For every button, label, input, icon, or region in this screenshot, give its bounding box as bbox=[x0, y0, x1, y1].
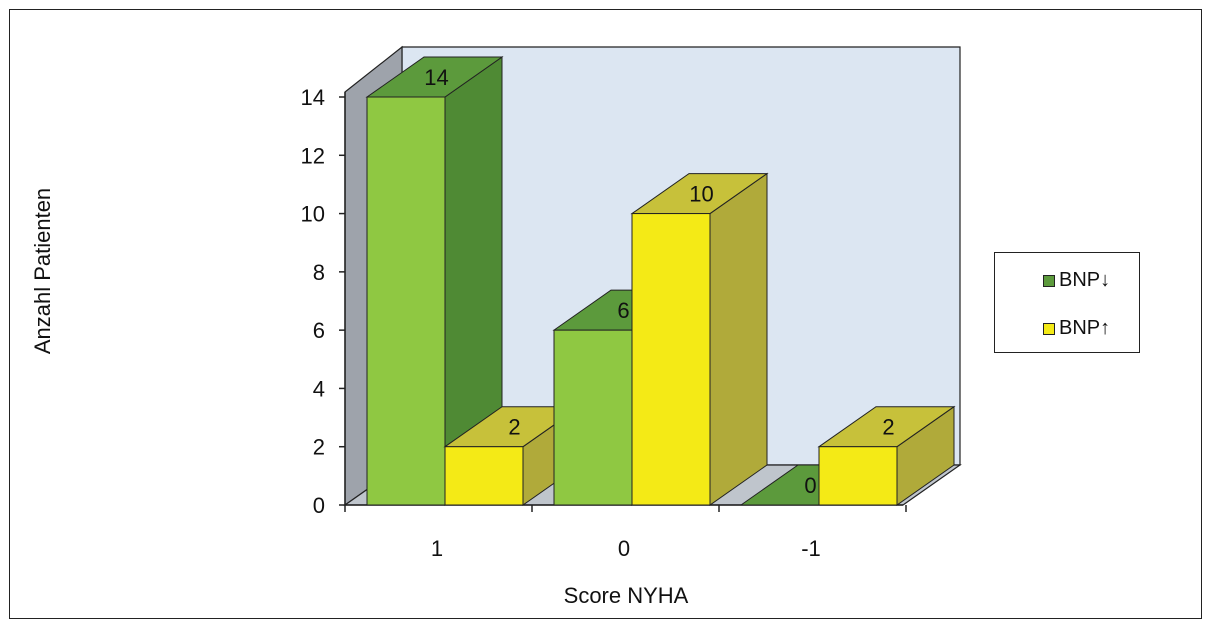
legend-label-bnp-down: BNP↓ bbox=[1059, 269, 1111, 291]
legend-item-bnp-down: BNP↓ bbox=[1043, 269, 1110, 292]
y-tick-label: 10 bbox=[301, 202, 325, 227]
bar bbox=[366, 96, 446, 506]
y-tick-label: 8 bbox=[313, 260, 325, 285]
y-tick-label: 6 bbox=[313, 318, 325, 343]
bar-side bbox=[709, 172, 768, 506]
y-axis-label: Anzahl Patienten bbox=[30, 187, 55, 355]
x-tick-label: 0 bbox=[618, 536, 630, 561]
y-tick-label: 2 bbox=[313, 435, 325, 460]
y-tick-label: 0 bbox=[313, 493, 325, 518]
bar bbox=[553, 329, 633, 506]
x-axis-label: Score NYHA bbox=[563, 583, 689, 608]
data-label: 14 bbox=[424, 65, 448, 90]
bar bbox=[631, 213, 711, 506]
legend-swatch-bnp-up bbox=[1043, 322, 1055, 335]
legend-item-bnp-up: BNP↑ bbox=[1043, 317, 1110, 340]
y-tick-label: 12 bbox=[301, 143, 325, 168]
x-tick-label: 1 bbox=[431, 536, 443, 561]
data-label: 2 bbox=[508, 415, 520, 440]
legend-swatch-bnp-down bbox=[1043, 274, 1055, 287]
x-tick-label: -1 bbox=[801, 536, 821, 561]
data-label: 6 bbox=[617, 298, 629, 323]
legend: BNP↓ BNP↑ bbox=[994, 252, 1140, 353]
y-tick-label: 4 bbox=[313, 376, 325, 401]
data-label: 0 bbox=[804, 473, 816, 498]
data-label: 2 bbox=[882, 415, 894, 440]
bar bbox=[444, 446, 524, 506]
data-label: 10 bbox=[689, 182, 713, 207]
bar bbox=[818, 446, 898, 506]
y-tick-label: 14 bbox=[301, 85, 325, 110]
legend-label-bnp-up: BNP↑ bbox=[1059, 317, 1111, 339]
